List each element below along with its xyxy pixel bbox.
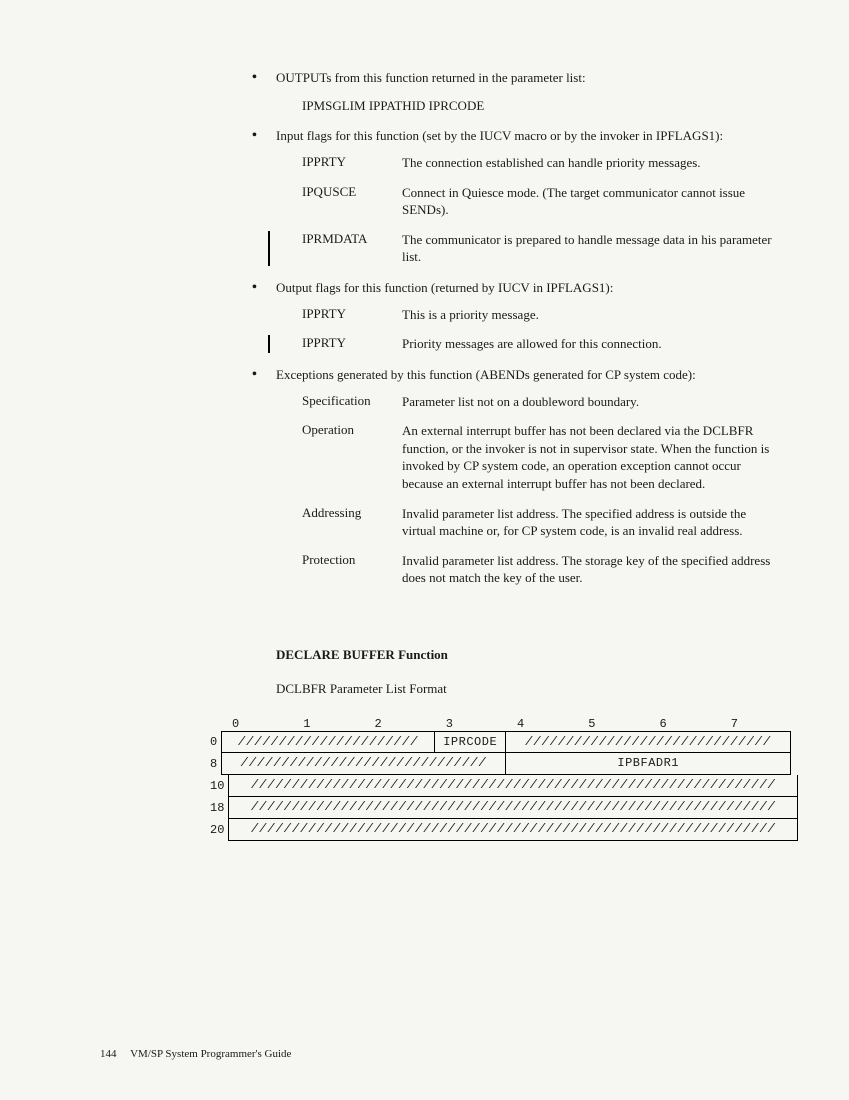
def-term: IPQUSCE bbox=[302, 184, 402, 200]
table-row: 0//////////////////////IPRCODE//////////… bbox=[210, 731, 780, 753]
section-heading: DECLARE BUFFER Function bbox=[276, 647, 780, 663]
page-footer: 144 VM/SP System Programmer's Guide bbox=[100, 1048, 291, 1060]
table-cell-reserved: ////////////////////// bbox=[222, 732, 435, 752]
def-desc: Invalid parameter list address. The spec… bbox=[402, 505, 780, 540]
table-cell-reserved: ////////////////////////////// bbox=[222, 753, 506, 774]
bullet-item: Output flags for this function (returned… bbox=[250, 280, 780, 353]
revision-bar bbox=[268, 335, 270, 353]
table-col-header: 1 bbox=[303, 717, 374, 731]
def-term: IPPRTY bbox=[302, 335, 402, 351]
param-table: 01234567 0//////////////////////IPRCODE/… bbox=[210, 717, 780, 841]
table-col-header: 7 bbox=[731, 717, 802, 731]
table-row-cells: //////////////////////////////IPBFADR1 bbox=[221, 753, 791, 775]
table-col-header: 4 bbox=[517, 717, 588, 731]
bullet-text: Output flags for this function (returned… bbox=[276, 280, 613, 295]
bullet-text: Input flags for this function (set by th… bbox=[276, 128, 723, 143]
def-desc: Priority messages are allowed for this c… bbox=[402, 335, 780, 353]
content-block: OUTPUTs from this function returned in t… bbox=[250, 70, 780, 841]
def-term: Protection bbox=[302, 552, 402, 568]
code-line: IPMSGLIM IPPATHID IPRCODE bbox=[302, 98, 780, 114]
def-list: IPPRTY The connection established can ha… bbox=[302, 154, 780, 266]
table-col-header: 0 bbox=[232, 717, 303, 731]
section-subtitle: DCLBFR Parameter List Format bbox=[276, 681, 780, 697]
table-row-offset: 20 bbox=[210, 823, 228, 837]
bullet-text: Exceptions generated by this function (A… bbox=[276, 367, 696, 382]
bullet-item: Input flags for this function (set by th… bbox=[250, 128, 780, 266]
def-desc: The connection established can handle pr… bbox=[402, 154, 780, 172]
table-col-header: 6 bbox=[660, 717, 731, 731]
bullet-text: OUTPUTs from this function returned in t… bbox=[276, 70, 586, 85]
def-row: Operation An external interrupt buffer h… bbox=[302, 422, 780, 492]
def-desc: An external interrupt buffer has not bee… bbox=[402, 422, 780, 492]
def-row: IPPRTY The connection established can ha… bbox=[302, 154, 780, 172]
def-term: IPPRTY bbox=[302, 154, 402, 170]
table-cell-reserved: ////////////////////////////////////////… bbox=[229, 775, 797, 796]
def-list: Specification Parameter list not on a do… bbox=[302, 393, 780, 587]
table-row-cells: ////////////////////////////////////////… bbox=[228, 775, 798, 797]
table-row-offset: 8 bbox=[210, 757, 221, 771]
table-cell-reserved: ////////////////////////////////////////… bbox=[229, 797, 797, 818]
def-row: IPRMDATA The communicator is prepared to… bbox=[302, 231, 780, 266]
def-list: IPPRTY This is a priority message. IPPRT… bbox=[302, 306, 780, 353]
table-row-offset: 10 bbox=[210, 779, 228, 793]
page-root: OUTPUTs from this function returned in t… bbox=[0, 0, 849, 1100]
def-row: IPPRTY This is a priority message. bbox=[302, 306, 780, 324]
def-desc: Parameter list not on a doubleword bound… bbox=[402, 393, 780, 411]
table-row-cells: //////////////////////IPRCODE///////////… bbox=[221, 731, 791, 753]
revision-bar bbox=[268, 231, 270, 266]
def-row: IPPRTY Priority messages are allowed for… bbox=[302, 335, 780, 353]
table-row-offset: 18 bbox=[210, 801, 228, 815]
table-row: 18//////////////////////////////////////… bbox=[210, 797, 780, 819]
table-col-headers: 01234567 bbox=[232, 717, 802, 731]
table-cell: IPRCODE bbox=[435, 732, 506, 752]
def-term: Addressing bbox=[302, 505, 402, 521]
def-row: Addressing Invalid parameter list addres… bbox=[302, 505, 780, 540]
def-row: Protection Invalid parameter list addres… bbox=[302, 552, 780, 587]
table-col-header: 3 bbox=[446, 717, 517, 731]
table-row: 8//////////////////////////////IPBFADR1 bbox=[210, 753, 780, 775]
bullet-item: OUTPUTs from this function returned in t… bbox=[250, 70, 780, 114]
def-term: IPRMDATA bbox=[302, 231, 402, 247]
def-term: IPPRTY bbox=[302, 306, 402, 322]
bullet-item: Exceptions generated by this function (A… bbox=[250, 367, 780, 587]
footer-title: VM/SP System Programmer's Guide bbox=[130, 1048, 291, 1060]
table-cell-reserved: ////////////////////////////// bbox=[506, 732, 790, 752]
table-cell: IPBFADR1 bbox=[506, 753, 790, 774]
table-row: 10//////////////////////////////////////… bbox=[210, 775, 780, 797]
table-row-cells: ////////////////////////////////////////… bbox=[228, 797, 798, 819]
table-cell-reserved: ////////////////////////////////////////… bbox=[229, 819, 797, 840]
def-term: Operation bbox=[302, 422, 402, 438]
table-col-header: 2 bbox=[375, 717, 446, 731]
def-desc: This is a priority message. bbox=[402, 306, 780, 324]
def-row: Specification Parameter list not on a do… bbox=[302, 393, 780, 411]
def-desc: Invalid parameter list address. The stor… bbox=[402, 552, 780, 587]
table-col-header: 5 bbox=[588, 717, 659, 731]
def-term: Specification bbox=[302, 393, 402, 409]
def-desc: Connect in Quiesce mode. (The target com… bbox=[402, 184, 780, 219]
table-row-cells: ////////////////////////////////////////… bbox=[228, 819, 798, 841]
def-row: IPQUSCE Connect in Quiesce mode. (The ta… bbox=[302, 184, 780, 219]
def-desc: The communicator is prepared to handle m… bbox=[402, 231, 780, 266]
table-row-offset: 0 bbox=[210, 735, 221, 749]
footer-page-number: 144 bbox=[100, 1048, 117, 1060]
table-row: 20//////////////////////////////////////… bbox=[210, 819, 780, 841]
bullet-list: OUTPUTs from this function returned in t… bbox=[250, 70, 780, 587]
